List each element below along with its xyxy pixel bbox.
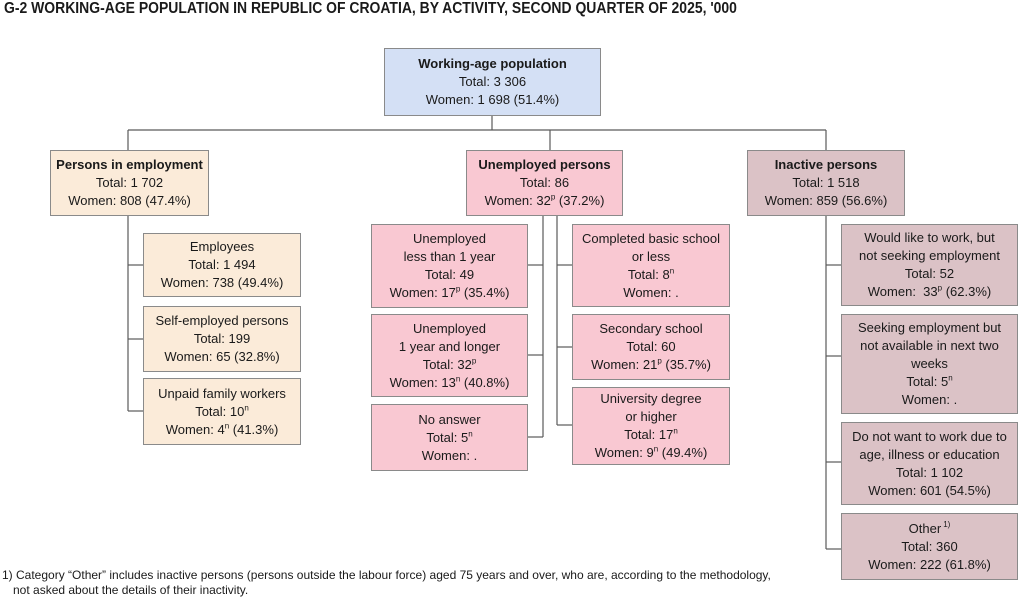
university-degree-women: Women: 9n (49.4%): [594, 444, 708, 460]
unemployed-lt1-box: Unemployed less than 1 year Total: 49 Wo…: [371, 224, 528, 308]
seeking-na-line1: Seeking employment but: [857, 320, 1002, 335]
unemployed-ge1-total: Total: 32p: [422, 356, 477, 372]
employees-women: Women: 738 (49.4%): [160, 275, 284, 290]
do-not-want-line2: age, illness or education: [859, 446, 1000, 462]
university-degree-box: University degree or higher Total: 17n W…: [572, 387, 730, 465]
footnote-line2: not asked about the details of their ina…: [13, 583, 249, 597]
secondary-school-box: Secondary school Total: 60 Women: 21p (3…: [572, 314, 730, 380]
do-not-want-line1: Do not want to work due to: [852, 428, 1007, 444]
university-degree-total: Total: 17n: [624, 426, 678, 442]
would-like-to-work-box: Would like to work, but not seeking empl…: [841, 224, 1018, 306]
unemployed-total: Total: 86: [519, 175, 570, 190]
do-not-want-total: Total: 1 102: [895, 464, 964, 480]
root-women: Women: 1 698 (51.4%): [425, 92, 560, 107]
basic-school-women: Women: .: [623, 284, 679, 300]
inactive-women: Women: 859 (56.6%): [764, 193, 888, 208]
employees-label: Employees: [189, 239, 255, 254]
root-total: Total: 3 306: [458, 74, 527, 89]
unpaid-family-women: Women: 4n (41.3%): [165, 421, 279, 437]
employment-women: Women: 808 (47.4%): [68, 193, 191, 208]
would-like-total: Total: 52: [904, 266, 955, 281]
other-women: Women: 222 (61.8%): [868, 556, 991, 572]
do-not-want-to-work-box: Do not want to work due to age, illness …: [841, 422, 1018, 505]
inactive-total: Total: 1 518: [792, 175, 860, 190]
unemployed-lt1-line2: less than 1 year: [403, 249, 496, 264]
no-answer-label: No answer: [418, 411, 481, 427]
unemployed-lt1-line1: Unemployed: [413, 231, 486, 246]
other-label: Other 1): [908, 520, 951, 536]
basic-school-line1: Completed basic school: [581, 230, 721, 246]
inactive-heading: Inactive persons: [774, 157, 878, 172]
would-like-women: Women: 33p (62.3%): [867, 283, 992, 299]
employees-box: Employees Total: 1 494 Women: 738 (49.4%…: [143, 233, 301, 297]
seeking-na-women: Women: .: [901, 392, 958, 407]
unemployed-ge1-line1: Unemployed: [413, 320, 486, 336]
seeking-na-line3: weeks: [911, 356, 948, 371]
self-employed-box: Self-employed persons Total: 199 Women: …: [143, 306, 301, 372]
other-total: Total: 360: [901, 538, 958, 554]
unemployed-box: Unemployed persons Total: 86 Women: 32p …: [466, 150, 623, 216]
self-employed-label: Self-employed persons: [155, 313, 289, 328]
basic-school-line2: or less: [631, 248, 671, 264]
basic-school-total: Total: 8n: [627, 266, 675, 282]
university-degree-line2: or higher: [625, 409, 677, 424]
other-inactive-box: Other 1) Total: 360 Women: 222 (61.8%): [841, 513, 1018, 580]
do-not-want-women: Women: 601 (54.5%): [868, 482, 991, 498]
seeking-na-total: Total: 5n: [906, 373, 953, 389]
employment-heading: Persons in employment: [56, 157, 203, 172]
unemployed-ge1-women: Women: 13n (40.8%): [389, 374, 510, 390]
self-employed-women: Women: 65 (32.8%): [164, 349, 280, 364]
self-employed-total: Total: 199: [193, 331, 251, 346]
chart-title: G-2 WORKING-AGE POPULATION IN REPUBLIC O…: [4, 0, 737, 17]
would-like-line1: Would like to work, but: [864, 230, 995, 245]
employees-total: Total: 1 494: [188, 257, 256, 272]
university-degree-line1: University degree: [600, 391, 702, 406]
root-heading: Working-age population: [418, 56, 567, 71]
no-answer-total: Total: 5n: [426, 429, 473, 445]
unpaid-family-box: Unpaid family workers Total: 10n Women: …: [143, 378, 301, 445]
no-answer-women: Women: .: [421, 447, 478, 463]
no-answer-box: No answer Total: 5n Women: .: [371, 404, 528, 471]
employment-box: Persons in employment Total: 1 702 Women…: [50, 150, 209, 216]
would-like-line2: not seeking employment: [859, 248, 1000, 263]
inactive-box: Inactive persons Total: 1 518 Women: 859…: [747, 150, 905, 216]
footnote-line1: 1) Category “Other” includes inactive pe…: [2, 568, 771, 582]
seeking-not-available-box: Seeking employment but not available in …: [841, 314, 1018, 414]
footnote: 1) Category “Other” includes inactive pe…: [2, 568, 771, 598]
unpaid-family-label: Unpaid family workers: [158, 385, 286, 401]
employment-total: Total: 1 702: [95, 175, 164, 190]
unemployed-women: Women: 32p (37.2%): [484, 192, 605, 208]
secondary-school-label: Secondary school: [599, 321, 703, 336]
unemployed-lt1-total: Total: 49: [424, 267, 475, 282]
secondary-school-total: Total: 60: [626, 339, 676, 354]
unemployed-lt1-women: Women: 17p (35.4%): [389, 284, 510, 300]
unemployed-ge1-box: Unemployed 1 year and longer Total: 32p …: [371, 314, 528, 397]
secondary-school-women: Women: 21p (35.7%): [591, 356, 711, 372]
unemployed-heading: Unemployed persons: [478, 157, 611, 172]
seeking-na-line2: not available in next two: [860, 338, 999, 353]
unpaid-family-total: Total: 10n: [195, 403, 249, 419]
unemployed-ge1-line2: 1 year and longer: [398, 338, 501, 354]
root-node-box: Working-age population Total: 3 306 Wome…: [384, 48, 601, 116]
basic-school-box: Completed basic school or less Total: 8n…: [572, 224, 730, 307]
